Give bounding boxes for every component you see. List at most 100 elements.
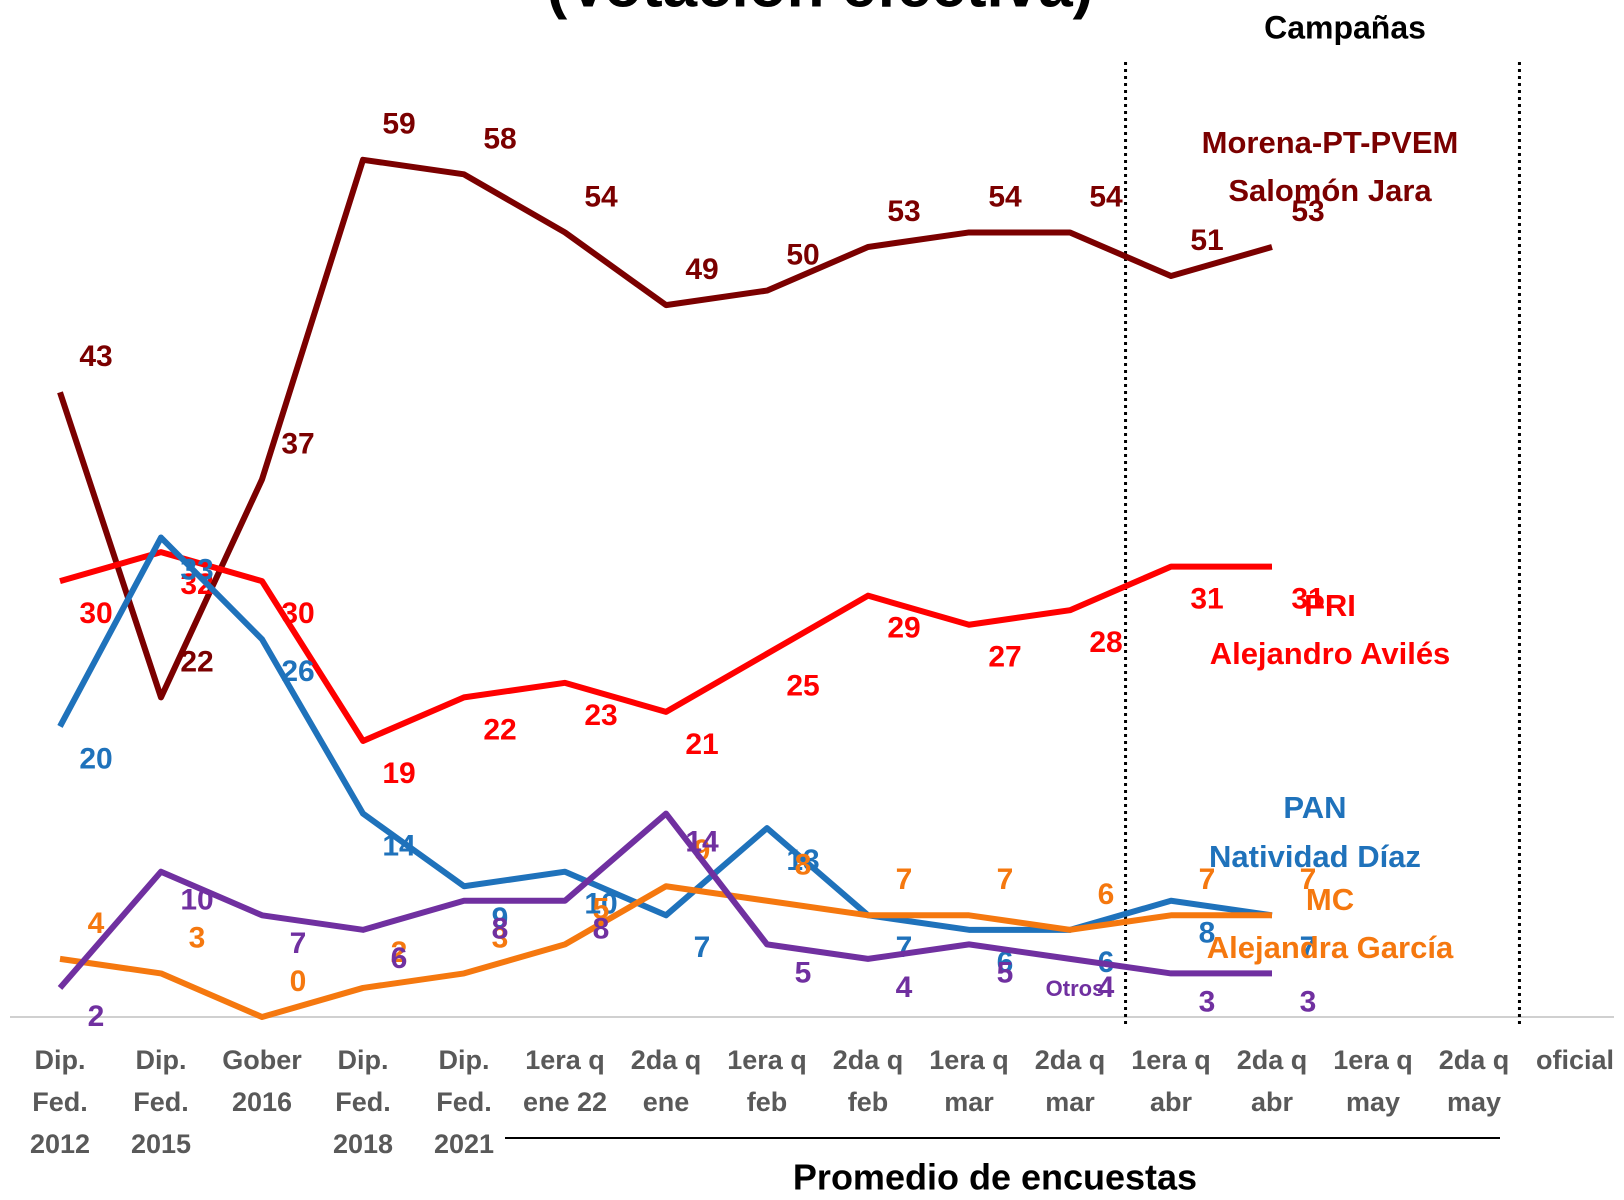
data-label: 53 — [1291, 195, 1324, 228]
data-label: 8 — [795, 849, 812, 882]
x-tick-label: mar — [1045, 1087, 1095, 1117]
data-label: 25 — [786, 670, 819, 703]
data-label: 8 — [492, 913, 509, 946]
x-tick-label: 1era q — [525, 1045, 605, 1075]
x-tick-label: ene — [643, 1087, 690, 1117]
series-candidate: Natividad Díaz — [1209, 839, 1421, 874]
x-tick-label: may — [1346, 1087, 1400, 1117]
data-label: 54 — [988, 180, 1022, 213]
data-label: 0 — [290, 965, 307, 998]
x-tick-label: abr — [1150, 1087, 1193, 1117]
x-tick-label: 1era q — [1131, 1045, 1211, 1075]
x-tick-label: 2021 — [434, 1129, 494, 1159]
data-label: 30 — [79, 597, 112, 630]
data-label: 10 — [180, 884, 213, 917]
series-line — [59, 883, 1272, 1020]
data-label: 7 — [1199, 863, 1216, 896]
data-label: 23 — [584, 699, 617, 732]
x-tick-label: Dip. — [338, 1045, 389, 1075]
series-line — [59, 549, 1272, 744]
data-label: 26 — [281, 655, 314, 688]
data-label: 4 — [1098, 971, 1115, 1004]
data-label: 54 — [584, 180, 618, 213]
data-label: 22 — [180, 645, 213, 678]
series-candidate: Alejandra García — [1207, 930, 1454, 965]
x-tick-label: 2015 — [131, 1129, 191, 1159]
data-label: 13 — [786, 844, 819, 877]
x-tick-label: abr — [1251, 1087, 1294, 1117]
x-tick-label: 2012 — [30, 1129, 90, 1159]
data-label: 3 — [1199, 985, 1216, 1018]
data-label: 8 — [1199, 917, 1216, 950]
campaign-label: Campañas — [1264, 9, 1426, 45]
data-label: 3 — [492, 921, 509, 954]
x-tick-label: mar — [944, 1087, 994, 1117]
x-tick-label: may — [1447, 1087, 1501, 1117]
data-label: 33 — [180, 553, 213, 586]
data-label: 4 — [88, 907, 105, 940]
x-tick-label: oficial — [1536, 1045, 1614, 1075]
x-tick-label: Dip. — [35, 1045, 86, 1075]
data-label: 37 — [281, 427, 314, 460]
data-label: 6 — [997, 946, 1014, 979]
data-label: 7 — [896, 863, 913, 896]
x-tick-label: 1era q — [1333, 1045, 1413, 1075]
x-tick-label: Dip. — [136, 1045, 187, 1075]
data-label: 9 — [492, 902, 509, 935]
data-label: 2 — [391, 936, 408, 969]
chart-title: (Votación efectiva) — [547, 0, 1094, 20]
data-label: 49 — [685, 253, 718, 286]
series-candidate: Alejandro Avilés — [1210, 636, 1451, 671]
data-label: 22 — [483, 713, 516, 746]
series-line — [57, 156, 1273, 701]
data-label: 4 — [896, 971, 913, 1004]
x-tick-label: feb — [848, 1087, 889, 1117]
x-tick-label: 2da q — [1237, 1045, 1308, 1075]
data-label: 30 — [281, 597, 314, 630]
data-label: 5 — [997, 956, 1014, 989]
series-name: MC — [1306, 882, 1354, 917]
data-label: 7 — [290, 927, 307, 960]
data-label: 29 — [887, 612, 920, 645]
x-tick-label: 2da q — [631, 1045, 702, 1075]
data-label: 50 — [786, 238, 819, 271]
data-label: 31 — [1190, 583, 1223, 616]
series-name: Otros — [1046, 976, 1105, 1001]
x-tick-label: 1era q — [727, 1045, 807, 1075]
data-label: 3 — [189, 921, 206, 954]
x-tick-label: Dip. — [439, 1045, 490, 1075]
x-tick-label: Fed. — [335, 1087, 391, 1117]
data-label: 19 — [382, 757, 415, 790]
series-line — [57, 810, 1272, 990]
series-line — [57, 534, 1273, 933]
data-label: 53 — [887, 195, 920, 228]
data-label: 20 — [79, 742, 112, 775]
data-label: 59 — [382, 108, 415, 141]
x-tick-label: 1era q — [929, 1045, 1009, 1075]
x-tick-label: 2da q — [1439, 1045, 1510, 1075]
data-label: 6 — [1098, 878, 1115, 911]
data-label: 7 — [997, 863, 1014, 896]
data-label: 31 — [1291, 583, 1324, 616]
x-tick-label: Fed. — [436, 1087, 492, 1117]
bracket-label: Promedio de encuestas — [793, 1157, 1197, 1198]
x-tick-label: ene 22 — [523, 1087, 607, 1117]
x-tick-label: 2016 — [232, 1087, 292, 1117]
x-tick-label: Gober — [222, 1045, 302, 1075]
data-label: 58 — [483, 122, 516, 155]
data-label: 7 — [1300, 931, 1317, 964]
x-tick-label: Fed. — [32, 1087, 88, 1117]
data-label: 51 — [1190, 224, 1223, 257]
data-label: 7 — [896, 931, 913, 964]
data-label: 21 — [685, 728, 718, 761]
series-name: PAN — [1283, 790, 1346, 825]
data-label: 5 — [795, 956, 812, 989]
data-label: 14 — [685, 826, 719, 859]
x-tick-label: Fed. — [133, 1087, 189, 1117]
data-label: 7 — [694, 931, 711, 964]
data-label: 5 — [593, 892, 610, 925]
data-label: 7 — [1300, 863, 1317, 896]
data-label: 14 — [382, 830, 416, 863]
series-name: PRI — [1304, 588, 1356, 623]
